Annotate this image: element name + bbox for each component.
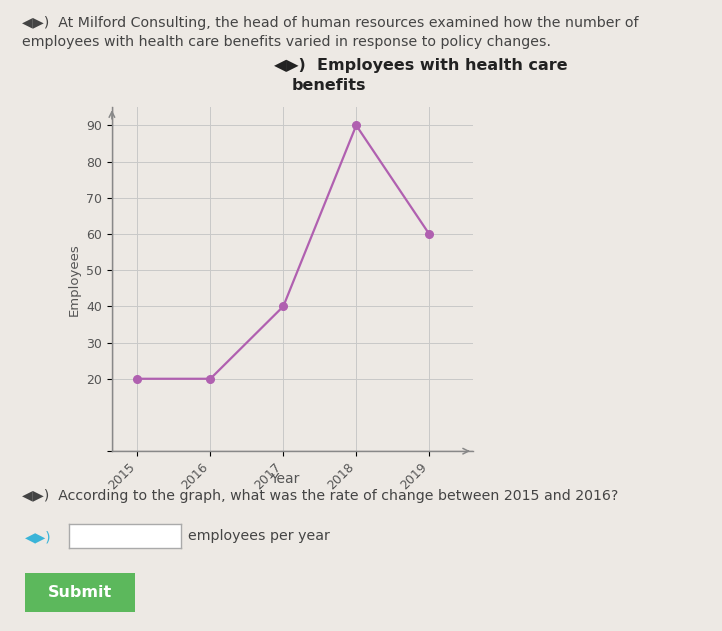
Text: ◀▶)  At Milford Consulting, the head of human resources examined how the number : ◀▶) At Milford Consulting, the head of h… [22,16,638,30]
Text: employees with health care benefits varied in response to policy changes.: employees with health care benefits vari… [22,35,551,49]
Y-axis label: Employees: Employees [68,243,81,316]
Text: ◀▶): ◀▶) [25,531,52,545]
Text: Year: Year [271,472,300,486]
Text: Submit: Submit [48,585,112,600]
Text: ◀▶)  According to the graph, what was the rate of change between 2015 and 2016?: ◀▶) According to the graph, what was the… [22,489,618,503]
Text: benefits: benefits [291,78,366,93]
Text: ◀▶)  Employees with health care: ◀▶) Employees with health care [274,57,568,73]
Text: employees per year: employees per year [188,529,330,543]
